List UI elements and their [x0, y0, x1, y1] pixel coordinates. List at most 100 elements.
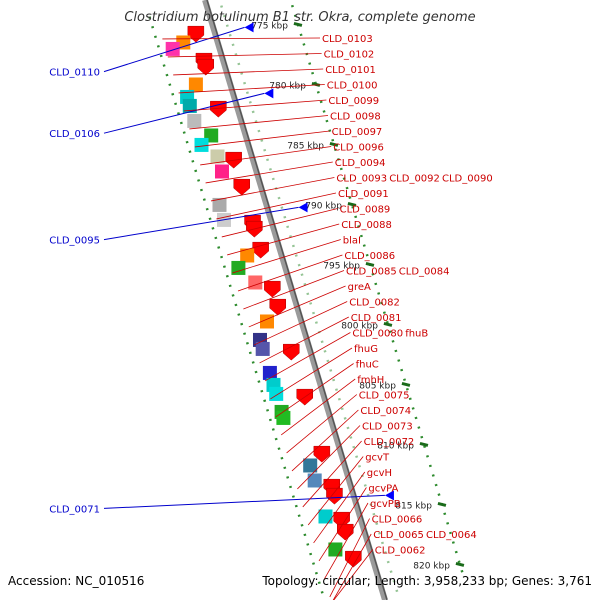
feature-block-41 — [318, 509, 333, 524]
feature-block-44 — [328, 542, 343, 557]
feature-block-7 — [182, 98, 197, 113]
gene-label-27: CLD_0075 — [359, 391, 410, 402]
gene-label-10: CLD_0092 — [389, 174, 440, 185]
feature-block-35 — [276, 410, 291, 425]
cds-arrow-25 — [269, 298, 287, 316]
gene-label-16: CLD_0086 — [344, 251, 395, 262]
feature-block-16 — [212, 197, 227, 212]
gene-leader-5 — [189, 115, 329, 130]
feature-block-2 — [165, 41, 180, 56]
right-dotted-ring — [148, 16, 326, 600]
gene-label-1: CLD_0102 — [324, 50, 375, 61]
feature-block-12 — [210, 149, 225, 164]
gene-label-13: CLD_0089 — [340, 205, 391, 216]
gene-leader-3 — [178, 84, 325, 94]
gene-label-34: gcvPB — [370, 499, 401, 510]
gene-label-6: CLD_0097 — [332, 127, 383, 138]
gene-label-29: CLD_0073 — [362, 422, 413, 433]
kbp-tick-label-9: 820 kbp — [413, 561, 450, 571]
cds-arrow-15 — [233, 178, 251, 196]
kbp-tick-6 — [401, 381, 411, 387]
kbp-tick-label-8: 815 kbp — [395, 501, 432, 511]
gene-leader-4 — [183, 99, 327, 112]
gene-label-22: CLD_0080 — [352, 329, 403, 340]
genome-summary: Topology: circular; Length: 3,958,233 bp… — [262, 574, 592, 588]
gene-leader-31 — [307, 456, 364, 526]
feature-block-28 — [255, 341, 270, 356]
gene-leader-33 — [318, 487, 367, 562]
kbp-tick-2 — [329, 141, 339, 147]
left-marker-0 — [244, 22, 254, 33]
kbp-tick-label-7: 810 kbp — [377, 441, 414, 451]
gene-leader-26 — [280, 378, 356, 436]
gene-label-33: gcvPA — [368, 484, 398, 495]
kbp-tick-4 — [365, 261, 375, 267]
gene-label-5: CLD_0098 — [330, 112, 381, 123]
gene-leader-27 — [286, 394, 358, 454]
gene-leader-38 — [333, 549, 374, 600]
gene-leader-35 — [329, 518, 370, 598]
gene-label-38: CLD_0062 — [375, 546, 426, 557]
kbp-tick-5 — [383, 321, 393, 327]
gene-label-3: CLD_0100 — [327, 81, 378, 92]
gene-label-9: CLD_0093 — [336, 174, 387, 185]
right-gene-labels: CLD_0103 CLD_0102 CLD_0101 CLD_0100 CLD_0099… — [162, 34, 493, 600]
gene-leader-36 — [332, 533, 372, 600]
gene-leader-13 — [221, 208, 338, 238]
cds-arrow-36 — [313, 445, 331, 463]
feature-block-14 — [214, 164, 229, 179]
left-label-3: CLD_0071 — [49, 504, 100, 515]
gene-leader-17 — [243, 270, 345, 310]
gene-leader-16 — [237, 254, 343, 292]
gene-leader-9 — [210, 177, 335, 202]
kbp-tick-9 — [455, 561, 465, 567]
left-label-leader-0 — [103, 26, 245, 73]
genome-title: Clostridium botulinum B1 str. Okra, comp… — [124, 10, 476, 25]
gene-label-23: fhuB — [405, 329, 428, 340]
gene-label-36: CLD_0065 — [373, 530, 424, 541]
gene-leader-22 — [264, 332, 351, 382]
gene-leader-29 — [297, 425, 361, 490]
gene-leader-0 — [162, 37, 321, 40]
backbone-line — [202, 0, 388, 600]
gene-leader-24 — [270, 347, 353, 400]
kbp-tick-8 — [437, 501, 447, 507]
left-label-1: CLD_0106 — [49, 129, 100, 140]
gene-label-2: CLD_0101 — [325, 65, 376, 76]
gene-label-14: CLD_0088 — [341, 220, 392, 231]
kbp-tick-3 — [347, 201, 357, 207]
left-marker-1 — [264, 88, 274, 99]
feature-block-9 — [187, 113, 202, 128]
gene-label-11: CLD_0090 — [442, 174, 493, 185]
gene-leader-1 — [167, 53, 322, 58]
left-marker-2 — [298, 202, 308, 213]
gene-leader-19 — [248, 285, 346, 328]
feature-block-5 — [188, 77, 203, 92]
kbp-tick-label-4: 795 kbp — [323, 261, 360, 271]
kbp-tick-label-5: 800 kbp — [341, 321, 378, 331]
left-label-leader-1 — [103, 92, 265, 134]
feature-block-37 — [303, 458, 318, 473]
gene-label-17: CLD_0085 — [346, 267, 397, 278]
kbp-tick-label-2: 785 kbp — [287, 141, 324, 151]
gene-leader-2 — [173, 68, 324, 76]
gene-label-28: CLD_0074 — [360, 406, 411, 417]
cds-arrow-40 — [326, 487, 343, 505]
left-marker-3 — [384, 490, 394, 501]
gene-leader-6 — [194, 130, 330, 148]
gene-features — [165, 25, 362, 568]
gene-label-25: fhuC — [356, 360, 379, 371]
gene-label-26: fmhH — [357, 375, 384, 386]
feature-block-11 — [194, 137, 209, 152]
gene-label-15: blaI — [343, 236, 361, 247]
gene-label-8: CLD_0094 — [335, 158, 386, 169]
gene-leader-7 — [200, 146, 332, 166]
gene-label-19: greA — [348, 282, 371, 293]
gene-label-4: CLD_0099 — [328, 96, 379, 107]
kbp-tick-label-6: 805 kbp — [359, 381, 396, 391]
gene-label-18: CLD_0084 — [399, 267, 450, 278]
gene-label-24: fhuG — [354, 344, 378, 355]
left-gene-labels: CLD_0110 CLD_0106 CLD_0095 CLD_0071 — [49, 22, 394, 515]
